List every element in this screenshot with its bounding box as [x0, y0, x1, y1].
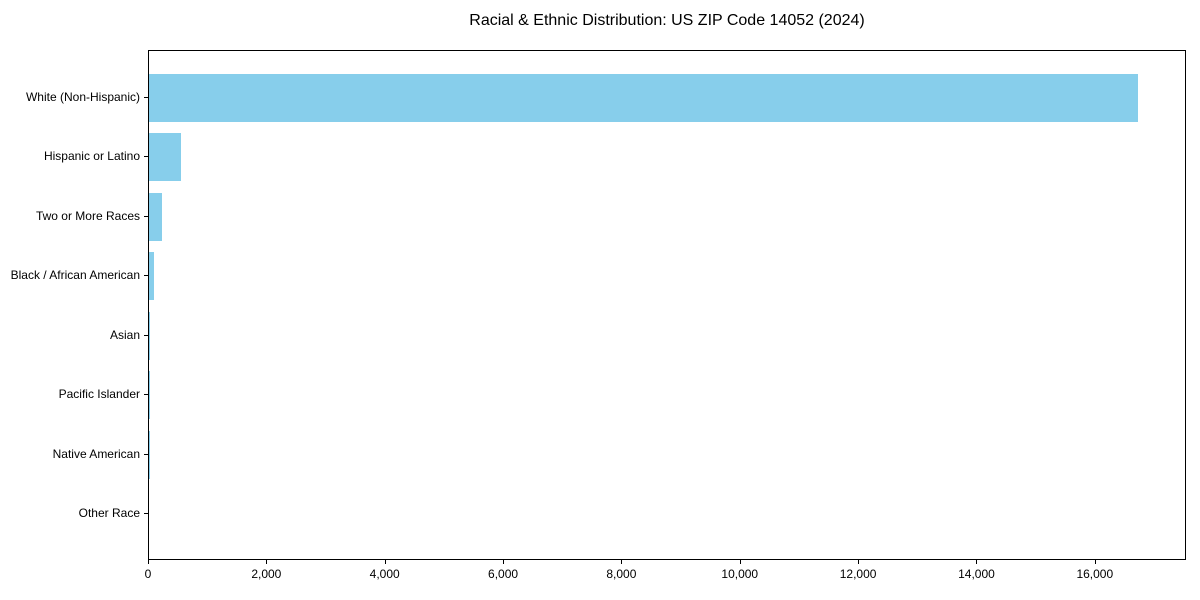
- bar: [149, 252, 155, 301]
- y-axis-tick: [144, 275, 148, 277]
- y-axis-tick: [144, 334, 148, 336]
- x-axis-tick-label: 14,000: [958, 567, 995, 581]
- x-axis-tick-label: 0: [144, 567, 152, 581]
- y-axis-label: Asian: [109, 327, 140, 342]
- x-axis-tick: [266, 560, 268, 564]
- y-axis-label: Black / African American: [10, 268, 140, 283]
- x-axis-tick-label: 8,000: [606, 567, 637, 581]
- y-axis-label: Hispanic or Latino: [43, 149, 140, 164]
- x-axis-tick-label: 10,000: [721, 567, 759, 581]
- x-axis-tick-label: 16,000: [1076, 567, 1114, 581]
- y-axis-label: Two or More Races: [35, 208, 140, 223]
- y-axis-label: Native American: [52, 446, 140, 461]
- y-axis-tick: [144, 394, 148, 396]
- y-axis-tick: [144, 513, 148, 515]
- y-axis-tick: [144, 215, 148, 217]
- x-axis-tick: [1094, 560, 1096, 564]
- y-axis-label: Other Race: [78, 506, 140, 521]
- x-axis-tick: [621, 560, 623, 564]
- x-axis-tick-label: 12,000: [839, 567, 877, 581]
- bar: [149, 311, 151, 360]
- y-axis-label: Pacific Islander: [58, 387, 140, 402]
- bar: [149, 430, 150, 479]
- x-axis-tick: [976, 560, 978, 564]
- y-axis-tick: [144, 156, 148, 158]
- x-axis-tick: [148, 560, 149, 564]
- y-axis-tick: [144, 96, 148, 98]
- plot-area: [148, 50, 1186, 560]
- bar: [149, 133, 182, 182]
- y-axis-tick: [144, 453, 148, 455]
- x-axis-tick: [384, 560, 386, 564]
- x-axis-tick-label: 6,000: [488, 567, 519, 581]
- x-axis-tick: [858, 560, 860, 564]
- chart-title: Racial & Ethnic Distribution: US ZIP Cod…: [469, 12, 865, 29]
- x-axis-tick: [739, 560, 741, 564]
- y-axis-label: White (Non-Hispanic): [25, 89, 140, 104]
- bar: [149, 73, 1138, 122]
- x-axis-tick-label: 2,000: [251, 567, 282, 581]
- bar: [149, 192, 162, 241]
- x-axis-tick: [503, 560, 505, 564]
- bar: [149, 371, 150, 420]
- x-axis-tick-label: 4,000: [369, 567, 400, 581]
